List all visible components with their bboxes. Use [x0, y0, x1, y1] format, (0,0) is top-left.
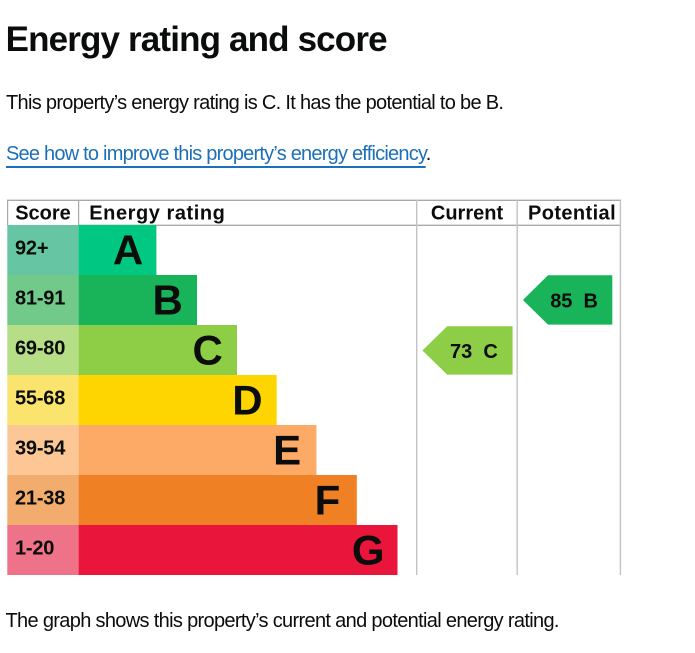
svg-text:B: B — [153, 276, 183, 323]
svg-text:21-38: 21-38 — [15, 488, 65, 510]
svg-text:92+: 92+ — [15, 238, 48, 260]
svg-text:55-68: 55-68 — [15, 388, 65, 410]
svg-text:73 C: 73 C — [450, 341, 498, 363]
svg-text:D: D — [232, 376, 262, 423]
svg-text:Energy rating: Energy rating — [89, 203, 225, 225]
svg-text:Potential: Potential — [528, 203, 616, 225]
svg-text:Current: Current — [431, 203, 504, 225]
svg-text:1-20: 1-20 — [15, 538, 54, 560]
svg-text:39-54: 39-54 — [15, 438, 66, 460]
svg-text:69-80: 69-80 — [15, 338, 65, 360]
svg-text:Score: Score — [15, 203, 71, 225]
svg-text:G: G — [352, 526, 385, 573]
svg-text:F: F — [315, 476, 341, 523]
svg-text:81-91: 81-91 — [15, 288, 65, 310]
svg-text:A: A — [113, 226, 143, 273]
svg-text:E: E — [273, 426, 301, 473]
svg-text:C: C — [193, 326, 223, 373]
svg-text:85 B: 85 B — [550, 290, 598, 312]
